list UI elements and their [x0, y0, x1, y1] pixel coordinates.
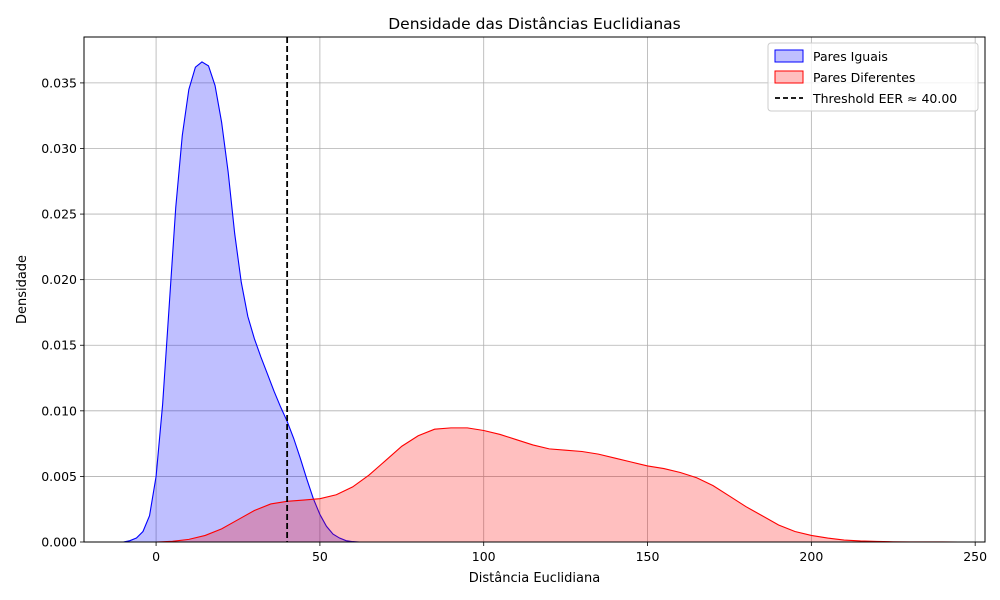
x-axis-label: Distância Euclidiana — [469, 571, 600, 586]
legend-label-pares-iguais: Pares Iguais — [813, 49, 888, 64]
chart-title: Densidade das Distâncias Euclidianas — [388, 15, 681, 33]
y-tick-label: 0.030 — [41, 141, 77, 156]
y-axis-label: Densidade — [15, 255, 30, 324]
y-tick-label: 0.000 — [41, 535, 77, 550]
y-axis-ticks: 0.000 0.005 0.010 0.015 0.020 0.025 0.030 0.035 — [41, 75, 84, 550]
x-axis-ticks: 0 50 100 150 200 250 — [152, 542, 987, 564]
legend-label-threshold: Threshold EER ≈ 40.00 — [812, 91, 957, 106]
area-fill-pares-iguais — [123, 61, 360, 543]
y-tick-label: 0.010 — [41, 403, 77, 418]
y-tick-label: 0.005 — [41, 469, 77, 484]
area-fill-pares-diferentes — [156, 427, 976, 542]
legend-swatch-pares-diferentes — [774, 70, 804, 84]
x-tick-label: 200 — [799, 549, 823, 564]
x-tick-label: 150 — [636, 549, 660, 564]
x-tick-label: 0 — [152, 549, 160, 564]
y-tick-label: 0.035 — [41, 75, 77, 90]
density-line-pares-iguais — [123, 61, 360, 543]
legend-swatch-pares-iguais — [774, 49, 804, 63]
legend: Pares Iguais Pares Diferentes Threshold … — [767, 42, 979, 112]
legend-label-pares-diferentes: Pares Diferentes — [813, 70, 915, 85]
density-line-pares-diferentes — [156, 427, 976, 543]
legend-frame — [767, 42, 979, 112]
y-tick-label: 0.020 — [41, 272, 77, 287]
x-tick-label: 250 — [963, 549, 987, 564]
density-areas — [123, 61, 976, 543]
y-tick-label: 0.015 — [41, 338, 77, 353]
y-tick-label: 0.025 — [41, 207, 77, 222]
plot-frame — [83, 36, 986, 543]
x-tick-label: 50 — [312, 549, 328, 564]
x-tick-label: 100 — [472, 549, 496, 564]
grid-lines — [84, 37, 985, 543]
